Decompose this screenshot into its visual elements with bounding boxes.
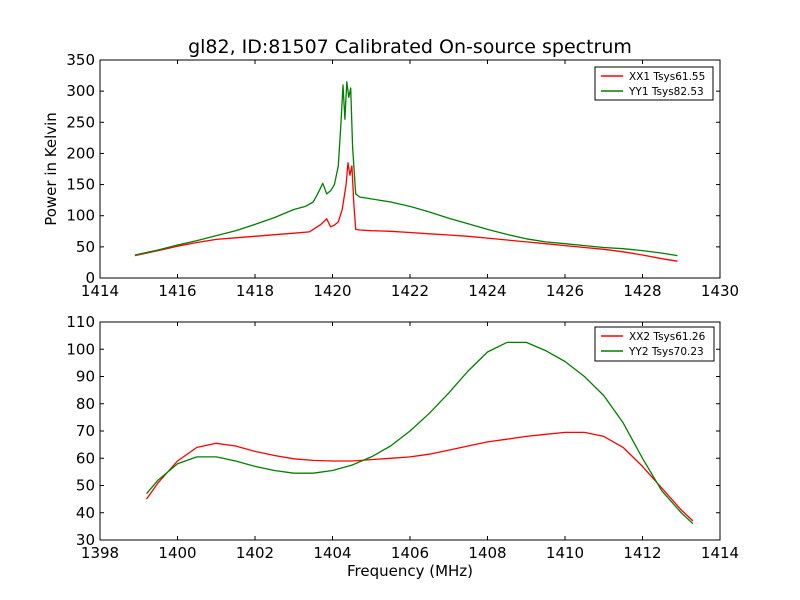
y-tick-label: 100 xyxy=(66,340,95,358)
y-tick-label: 50 xyxy=(76,477,95,495)
legend-label-1: XX2 Tsys61.26 xyxy=(629,331,706,343)
legend-box xyxy=(594,66,714,101)
x-tick-label: 1404 xyxy=(313,544,351,562)
x-tick-label: 1426 xyxy=(546,282,584,300)
y-tick-label: 50 xyxy=(76,238,95,256)
y-tick-label: 0 xyxy=(85,269,95,287)
x-tick-label: 1402 xyxy=(236,544,274,562)
legend-box xyxy=(594,326,715,362)
x-tick-label: 1408 xyxy=(468,544,506,562)
x-tick-label: 1398 xyxy=(81,544,119,562)
y-tick-label: 30 xyxy=(76,531,95,549)
x-tick-label: 1412 xyxy=(623,544,661,562)
x-tick-label: 1428 xyxy=(623,282,661,300)
x-tick-label: 1430 xyxy=(701,282,739,300)
series-line-2 xyxy=(134,81,678,257)
y-tick-label: 100 xyxy=(66,207,95,225)
x-axis-label: Frequency (MHz) xyxy=(347,562,473,580)
x-tick-label: 1414 xyxy=(701,544,739,562)
y-tick-label: 40 xyxy=(76,504,95,522)
y-tick-label: 70 xyxy=(76,422,95,440)
series-line-1 xyxy=(134,162,678,262)
x-tick-label: 1422 xyxy=(391,282,429,300)
x-tick-label: 1414 xyxy=(81,282,119,300)
x-tick-label: 1416 xyxy=(158,282,196,300)
figure-title: gl82, ID:81507 Calibrated On-source spec… xyxy=(188,36,632,58)
y-tick-label: 110 xyxy=(66,313,95,331)
y-tick-label: 60 xyxy=(76,449,95,467)
y-tick-label: 250 xyxy=(66,113,95,131)
y-tick-label: 90 xyxy=(76,368,95,386)
subplot-1: 1414 1416 1418 1420 1422 1424 1426 1428 1430 0 50 1… xyxy=(66,51,739,300)
x-tick-label: 1400 xyxy=(158,544,196,562)
subplot-2: 1398 1400 1402 1404 1406 1408 1410 1412 1414 30 40… xyxy=(66,313,739,562)
plot-frame xyxy=(99,321,721,541)
plot-frame xyxy=(99,59,721,279)
legend: XX1 Tsys61.55 YY1 Tsys82.53 xyxy=(594,66,714,101)
top-y-axis-label: Power in Kelvin xyxy=(42,112,60,226)
x-tick-label: 1418 xyxy=(236,282,274,300)
y-tick-label: 350 xyxy=(66,51,95,69)
y-tick-label: 200 xyxy=(66,144,95,162)
legend-label-2: YY2 Tsys70.23 xyxy=(628,346,704,358)
series-line-2 xyxy=(146,341,694,525)
legend-label-1: XX1 Tsys61.55 xyxy=(629,71,705,83)
y-tick-label: 150 xyxy=(66,176,95,194)
series-line-1 xyxy=(145,431,694,522)
legend: XX2 Tsys61.26 YY2 Tsys70.23 xyxy=(594,326,715,362)
y-tick-label: 300 xyxy=(66,82,95,100)
x-tick-label: 1424 xyxy=(468,282,506,300)
y-tick-label: 80 xyxy=(76,395,95,413)
x-tick-label: 1406 xyxy=(391,544,429,562)
x-tick-label: 1410 xyxy=(546,544,584,562)
legend-label-2: YY1 Tsys82.53 xyxy=(628,86,704,98)
x-tick-label: 1420 xyxy=(313,282,351,300)
